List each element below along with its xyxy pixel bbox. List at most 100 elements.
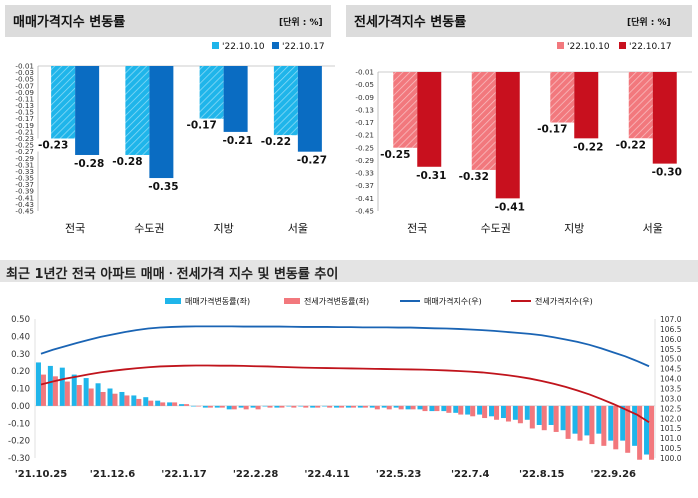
data-label-bg: [493, 200, 526, 214]
x-tick-label: '22.8.15: [519, 469, 564, 480]
right-y-tick-label: 107.0: [660, 315, 682, 324]
bar-1017: [574, 72, 599, 139]
y-tick-label: -0.01: [355, 68, 374, 77]
jeonse-rate-bar: [315, 405, 321, 408]
jeonse-rate-bar: [148, 400, 154, 406]
jeonse-rate-bar: [494, 405, 500, 420]
data-label: -0.28: [112, 156, 142, 168]
sale-rate-chart: '22.10.10 '22.10.17 -0.01-0.03-0.05-0.07…: [15, 42, 335, 235]
bar-1010: [199, 66, 224, 119]
bar-1010: [393, 72, 418, 148]
left-y-tick-label: 0.40: [11, 332, 30, 342]
bar-1010: [273, 66, 298, 136]
y-tick-label: -0.43: [15, 200, 34, 209]
sale-rate-bar: [560, 405, 566, 431]
category-label: 지방: [214, 222, 234, 235]
bar-1017: [297, 66, 322, 152]
data-label-bg: [536, 122, 569, 136]
jeonse-rate-bar: [362, 405, 368, 408]
jeonse-rate-bar: [231, 405, 237, 410]
y-tick-label: -0.17: [355, 118, 374, 127]
bar-1017: [75, 66, 100, 155]
jeonse-rate-bar: [517, 405, 523, 424]
category-label: 서울: [643, 222, 663, 235]
data-label-bg: [111, 154, 144, 168]
data-label-bg: [457, 169, 490, 183]
sale-rate-bar: [298, 405, 304, 407]
bar-1017: [417, 72, 442, 167]
y-tick-label: -0.07: [15, 81, 34, 90]
sale-rate-bar: [393, 405, 399, 408]
y-tick-label: -0.37: [355, 181, 374, 190]
data-label-bg: [147, 180, 180, 194]
data-label: -0.35: [148, 181, 178, 193]
left-y-tick-label: 0.30: [11, 350, 30, 360]
legend-label-sale-index: 매매가격지수(우): [424, 296, 482, 306]
y-tick-label: -0.21: [355, 131, 374, 140]
sale-rate-bar: [107, 388, 113, 406]
bar-1010: [550, 72, 575, 123]
legend-label-jeonse-rate: 전세가격변동률(좌): [304, 296, 369, 306]
sale-rate-bar: [202, 405, 208, 408]
right-y-tick-label: 103.0: [660, 394, 682, 403]
data-label: -0.30: [652, 167, 682, 179]
jeonse-rate-bar: [184, 404, 190, 406]
y-tick-label: -0.13: [355, 105, 374, 114]
y-tick-label: -0.17: [15, 114, 34, 123]
sale-rate-bar: [250, 405, 256, 408]
sale-rate-bar: [489, 405, 495, 417]
bar-1010: [471, 72, 496, 170]
jeonse-panel-header: 전세가격지수 변동률 [단위 : %]: [346, 5, 692, 37]
data-label: -0.22: [616, 139, 646, 151]
x-tick-label: '22.2.28: [233, 469, 278, 480]
legend-label-1010: '22.10.10: [222, 42, 265, 52]
sale-rate-bar: [632, 405, 638, 446]
jeonse-rate-bar: [505, 405, 511, 422]
y-tick-label: -0.29: [15, 154, 34, 163]
legend-swatch-sale-rate: [165, 298, 181, 304]
y-tick-label: -0.39: [15, 187, 34, 196]
y-tick-label: -0.29: [355, 156, 374, 165]
sale-rate-bar: [429, 405, 435, 412]
sale-rate-bar: [500, 405, 506, 419]
sale-chart-title: 매매가격지수 변동률: [13, 15, 126, 30]
y-tick-label: -0.05: [355, 80, 374, 89]
category-label: 전국: [407, 222, 427, 235]
y-tick-label: -0.35: [15, 174, 34, 183]
y-tick-label: -0.41: [15, 193, 34, 202]
right-y-tick-label: 105.0: [660, 355, 682, 364]
sale-rate-bar: [453, 405, 459, 413]
sale-rate-bar: [405, 405, 411, 410]
trend-combo-chart: 매매가격변동률(좌) 전세가격변동률(좌) 매매가격지수(우) 전세가격지수(우…: [8, 296, 682, 480]
jeonse-rate-bar: [386, 405, 392, 410]
category-label: 수도권: [481, 222, 511, 235]
bar-1017: [652, 72, 677, 164]
sale-rate-bar: [47, 365, 53, 406]
jeonse-index-line: [40, 364, 650, 424]
jeonse-rate-bar: [112, 393, 118, 406]
sale-rate-bar: [131, 395, 137, 406]
right-y-tick-label: 104.0: [660, 375, 682, 384]
y-tick-label: -0.23: [15, 134, 34, 143]
legend-swatch-1010: [557, 42, 564, 49]
jeonse-rate-bar: [100, 391, 106, 406]
sale-rate-bar: [262, 405, 268, 407]
sale-rate-bar: [441, 405, 447, 412]
sale-rate-bar: [536, 405, 542, 425]
jeonse-chart-title: 전세가격지수 변동률: [354, 15, 467, 30]
y-tick-label: -0.05: [15, 75, 34, 84]
bar-1010: [628, 72, 653, 139]
y-tick-label: -0.41: [355, 194, 374, 203]
left-y-tick-label: -0.20: [8, 437, 30, 447]
legend-swatch-1017: [272, 42, 279, 49]
right-y-tick-label: 101.5: [660, 424, 682, 433]
sale-rate-bar: [608, 405, 614, 441]
category-label: 수도권: [134, 222, 164, 235]
jeonse-rate-bar: [541, 405, 547, 431]
sale-rate-bar: [620, 405, 626, 441]
jeonse-rate-bar: [40, 374, 46, 406]
y-tick-label: -0.15: [15, 108, 34, 117]
sale-rate-bar: [274, 405, 280, 408]
x-tick-label: '22.4.11: [304, 469, 349, 480]
jeonse-rate-bar: [255, 405, 261, 410]
